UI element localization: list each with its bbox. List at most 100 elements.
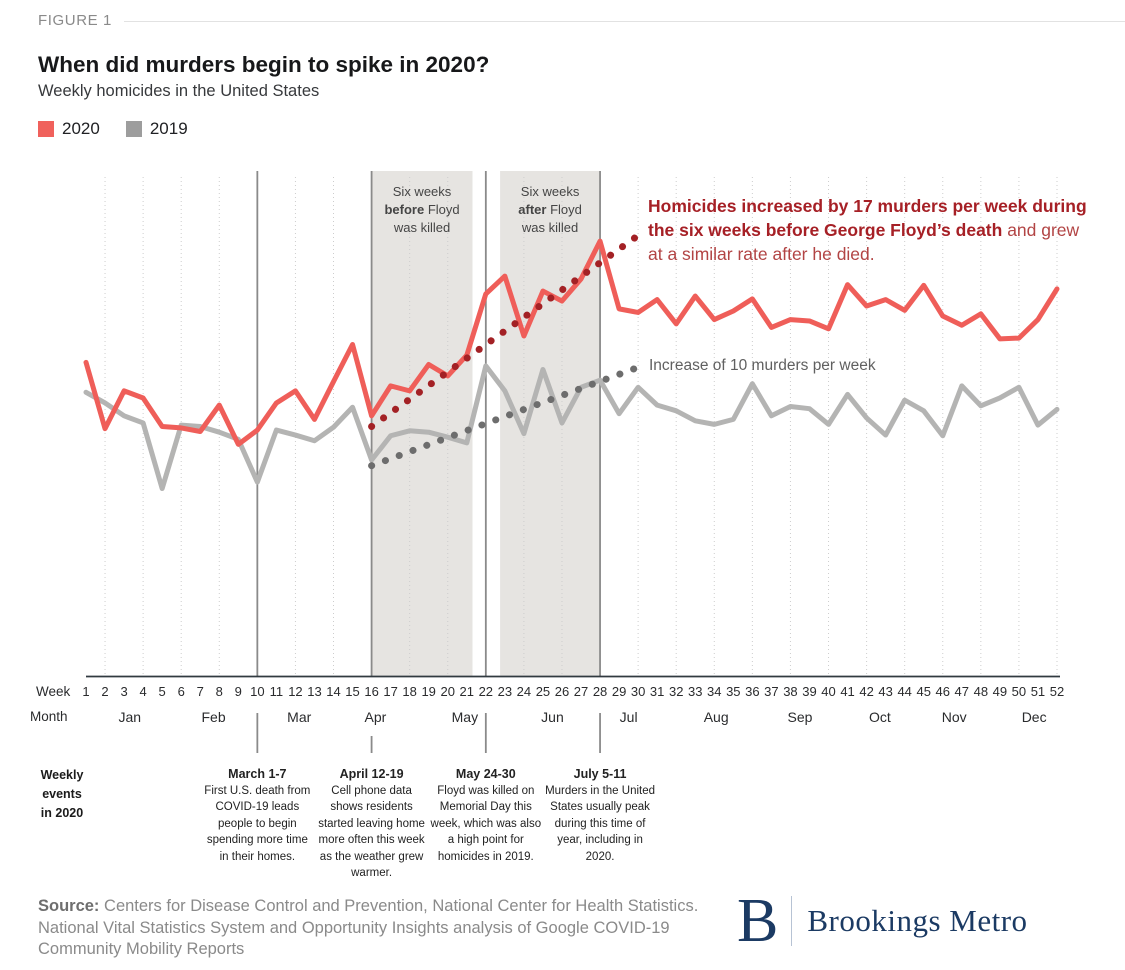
- series-line-2020: [83, 238, 1060, 447]
- week-tick-label: 41: [840, 684, 855, 699]
- week-tick-label: 10: [250, 684, 265, 699]
- week-tick-label: 18: [402, 684, 417, 699]
- month-label-apr: Apr: [364, 709, 387, 725]
- week-tick-label: 50: [1011, 684, 1027, 699]
- band-label-text: was killed: [521, 220, 579, 235]
- week-tick-label: 3: [120, 684, 128, 699]
- week-tick-label: 14: [326, 684, 341, 699]
- month-label-jun: Jun: [541, 709, 564, 725]
- week-tick-label: 28: [592, 684, 608, 699]
- legend-item-2019: 2019: [125, 119, 188, 139]
- month-label-dec: Dec: [1021, 709, 1047, 725]
- month-label-feb: Feb: [201, 709, 226, 725]
- week-tick-label: 36: [745, 684, 760, 699]
- band-label-before: Six weeks before Floyd was killed: [372, 183, 473, 237]
- week-tick-label: 16: [364, 684, 379, 699]
- source-note: Source: Centers for Disease Control and …: [38, 896, 710, 961]
- week-tick-label: 24: [516, 684, 532, 699]
- event-march-1-7: March 1-7 First U.S. death from COVID-19…: [201, 766, 313, 865]
- legend-item-2020: 2020: [38, 119, 100, 139]
- event-body: Murders in the United States usually pea…: [545, 784, 656, 863]
- legend-label-2019: 2019: [149, 119, 188, 138]
- month-label-jan: Jan: [118, 709, 142, 725]
- week-tick-label: 2: [101, 684, 109, 699]
- month-label-mar: Mar: [287, 709, 312, 725]
- trend-line-2019: [368, 363, 642, 470]
- band-label-text: Floyd: [427, 202, 460, 217]
- event-body: Floyd was killed on Memorial Day this we…: [430, 784, 542, 863]
- brookings-b-mark: B: [737, 887, 779, 955]
- weekly-events-side-label: Weekly events in 2020: [40, 768, 84, 820]
- figure-label: FIGURE 1: [38, 12, 112, 29]
- annotation-increase-10: Increase of 10 murders per week: [649, 357, 876, 374]
- month-label-nov: Nov: [941, 709, 967, 725]
- shaded-band: [371, 171, 473, 676]
- week-tick-label: 49: [992, 684, 1008, 699]
- month-label-sep: Sep: [787, 709, 813, 725]
- week-tick-label: 13: [307, 684, 322, 699]
- week-tick-label: 17: [383, 684, 398, 699]
- band-label-text: was killed: [393, 220, 451, 235]
- week-tick-label: 5: [158, 684, 166, 699]
- annotation-regular-text: and grew at a similar rate after he died…: [648, 220, 1080, 264]
- band-label-text: Six weeks: [392, 184, 452, 199]
- month-label-oct: Oct: [869, 709, 891, 725]
- month-label-jul: Jul: [619, 709, 638, 725]
- event-body: First U.S. death from COVID-19 leads peo…: [204, 784, 311, 863]
- month-axis-title: Month: [30, 709, 68, 724]
- band-label-after: Six weeks after Floyd was killed: [500, 183, 600, 237]
- week-tick-label: 51: [1030, 684, 1046, 699]
- week-tick-label: 26: [554, 684, 570, 699]
- band-label-bold: before: [384, 202, 425, 217]
- event-april-12-19: April 12-19 Cell phone data shows reside…: [316, 766, 428, 882]
- week-tick-label: 43: [878, 684, 893, 699]
- annotation-bold-text: Homicides increased by 17 murders per we…: [648, 196, 1087, 240]
- week-tick-label: 25: [535, 684, 551, 699]
- week-tick-label: 46: [935, 684, 950, 699]
- week-tick-label: 11: [269, 684, 284, 699]
- month-label-may: May: [451, 709, 479, 725]
- page-subtitle: Weekly homicides in the United States: [38, 82, 320, 100]
- legend-swatch-2019: [125, 121, 142, 137]
- week-tick-label: 6: [177, 684, 185, 699]
- week-axis-title: Week: [36, 684, 71, 699]
- week-tick-label: 23: [497, 684, 513, 699]
- week-tick-label: 38: [783, 684, 798, 699]
- band-label-bold: after: [518, 202, 547, 217]
- week-tick-label: 7: [196, 684, 204, 699]
- week-tick-label: 19: [421, 684, 436, 699]
- source-text: Centers for Disease Control and Preventi…: [38, 897, 699, 958]
- logo-divider: [791, 896, 793, 946]
- week-tick-label: 37: [764, 684, 779, 699]
- band-label-text: Floyd: [550, 202, 582, 217]
- week-tick-label: 29: [611, 684, 627, 699]
- legend-swatch-2020: [38, 121, 54, 137]
- week-tick-label: 22: [478, 684, 494, 699]
- week-tick-label: 15: [345, 684, 360, 699]
- shaded-band: [500, 171, 601, 676]
- event-title: March 1-7: [228, 767, 287, 781]
- month-label-aug: Aug: [703, 709, 729, 725]
- week-tick-label: 45: [916, 684, 931, 699]
- week-tick-label: 4: [139, 684, 147, 699]
- event-title: April 12-19: [339, 767, 404, 781]
- week-tick-label: 39: [802, 684, 817, 699]
- week-tick-label: 35: [726, 684, 741, 699]
- week-tick-label: 47: [954, 684, 970, 699]
- legend-label-2020: 2020: [62, 119, 100, 138]
- week-tick-label: 33: [688, 684, 703, 699]
- week-tick-label: 20: [440, 684, 455, 699]
- week-tick-label: 12: [288, 684, 303, 699]
- week-tick-label: 44: [897, 684, 912, 699]
- event-title: July 5-11: [573, 767, 627, 781]
- week-tick-label: 34: [707, 684, 722, 699]
- week-tick-label: 21: [459, 684, 474, 699]
- week-tick-label: 9: [234, 684, 242, 699]
- series-line-2019: [83, 363, 1060, 492]
- legend: 2020 2019: [38, 119, 188, 139]
- week-tick-label: 48: [973, 684, 989, 699]
- brookings-logo: B Brookings Metro: [737, 887, 1028, 955]
- month-label-row: Jan Feb Mar Apr May Jun Jul Aug Sep Oct Nov Dec: [0, 709, 1125, 725]
- figure-rule-line: [124, 21, 1125, 22]
